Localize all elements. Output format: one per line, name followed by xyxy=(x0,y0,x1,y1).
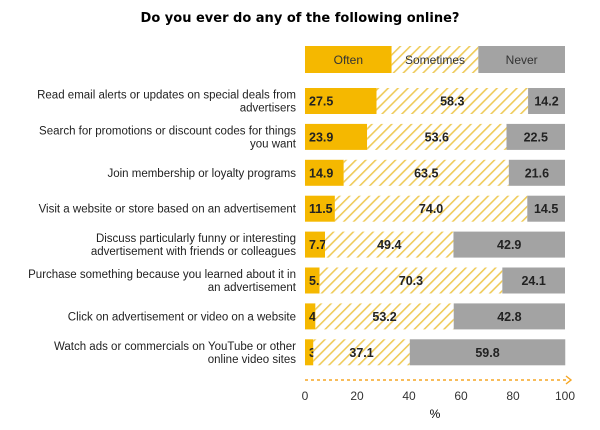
bar-sometimes xyxy=(367,123,507,150)
bar-often xyxy=(305,159,344,186)
bar-sometimes xyxy=(319,267,503,294)
bar-never xyxy=(528,88,565,114)
x-tick-label: 60 xyxy=(454,389,468,403)
bar-often xyxy=(305,303,316,330)
bar-never xyxy=(508,159,565,186)
legend-swatch-never xyxy=(478,46,565,73)
bar-never xyxy=(502,267,565,294)
data-label-never: 24.1 xyxy=(521,274,545,288)
x-tick-label: 40 xyxy=(402,389,416,403)
bar-often xyxy=(305,231,326,258)
x-axis-label: % xyxy=(430,407,441,421)
data-label-never: 42.8 xyxy=(497,310,521,324)
bar-often xyxy=(305,339,314,366)
category-label: Watch ads or commercials on YouTube or o… xyxy=(54,341,296,366)
data-label-often: 27.5 xyxy=(309,95,333,109)
bar-sometimes xyxy=(343,159,509,186)
bar-sometimes xyxy=(325,231,454,258)
bar-sometimes xyxy=(376,88,529,114)
x-axis-arrow xyxy=(565,375,573,385)
data-label-sometimes: 63.5 xyxy=(414,166,438,180)
x-tick-label: 100 xyxy=(555,389,575,403)
legend-label-sometimes: Sometimes xyxy=(405,53,465,67)
data-label-sometimes: 53.2 xyxy=(372,310,396,324)
category-label: Discuss particularly funny or interestin… xyxy=(91,233,296,258)
x-axis: 0 20 40 60 80 100 xyxy=(302,375,575,403)
data-label-sometimes: 70.3 xyxy=(399,274,423,288)
data-label-sometimes: 49.4 xyxy=(377,238,401,252)
legend-swatch-sometimes xyxy=(391,46,479,73)
legend: Often Sometimes Never xyxy=(305,46,565,73)
category-label: Purchase something because you learned a… xyxy=(28,269,297,294)
category-label: Read email alerts or updates on special … xyxy=(37,90,296,115)
legend-label-often: Often xyxy=(334,53,363,67)
bar-often xyxy=(305,195,335,222)
bar-never xyxy=(453,231,565,258)
category-label: Join membership or loyalty programs xyxy=(107,168,296,180)
data-label-sometimes: 58.3 xyxy=(440,95,464,109)
data-label-never: 22.5 xyxy=(524,130,548,144)
data-label-often: 7.7 xyxy=(309,238,326,252)
bar-never xyxy=(409,339,566,366)
data-label-never: 14.5 xyxy=(534,202,558,216)
data-label-sometimes: 53.6 xyxy=(425,130,449,144)
legend-swatch-often xyxy=(305,46,392,73)
data-label-never: 14.2 xyxy=(534,95,558,109)
x-tick-label: 80 xyxy=(506,389,520,403)
bar-never xyxy=(453,303,565,330)
bar-never xyxy=(527,195,565,222)
data-label-sometimes: 74.0 xyxy=(419,202,443,216)
bar-sometimes xyxy=(334,195,528,222)
x-tick-label: 0 xyxy=(302,389,309,403)
data-label-often: 23.9 xyxy=(309,130,333,144)
chart-title: Do you ever do any of the following onli… xyxy=(141,11,460,26)
data-label-never: 42.9 xyxy=(497,238,521,252)
category-label: Visit a website or store based on an adv… xyxy=(39,204,297,216)
bar-sometimes xyxy=(315,303,454,330)
data-label-never: 59.8 xyxy=(475,346,499,360)
category-label: Search for promotions or discount codes … xyxy=(39,125,297,150)
category-label: Click on advertisement or video on a web… xyxy=(68,311,296,323)
bar-sometimes xyxy=(313,339,410,366)
legend-label-never: Never xyxy=(506,53,538,67)
bar-often xyxy=(305,123,368,150)
data-label-often: 14.9 xyxy=(309,166,333,180)
data-label-often: 11.5 xyxy=(309,202,333,216)
x-tick-label: 20 xyxy=(350,389,364,403)
data-label-sometimes: 37.1 xyxy=(349,346,373,360)
chart-rows: Read email alerts or updates on special … xyxy=(28,88,566,366)
bar-often xyxy=(305,88,377,114)
data-label-never: 21.6 xyxy=(525,166,549,180)
bar-often xyxy=(305,267,320,294)
bar-never xyxy=(506,123,565,150)
